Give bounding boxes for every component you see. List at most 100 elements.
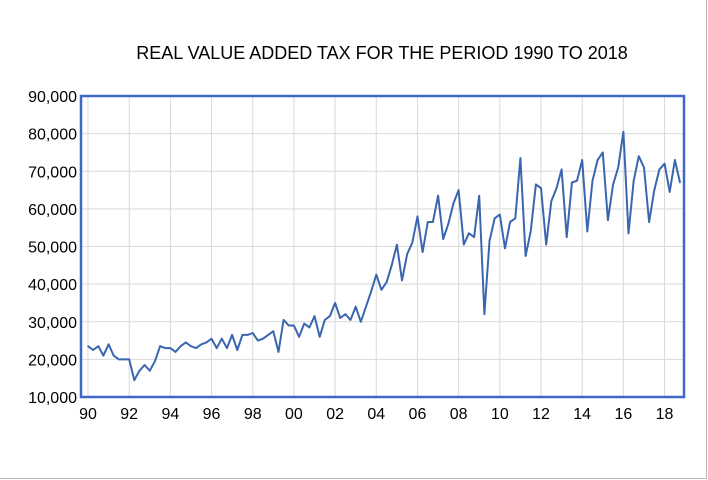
x-tick-label: 18 bbox=[656, 406, 674, 423]
data-point bbox=[262, 337, 264, 340]
data-point bbox=[483, 313, 486, 316]
x-tick-label: 96 bbox=[203, 406, 221, 423]
data-point bbox=[221, 337, 223, 340]
data-point bbox=[185, 341, 187, 344]
data-point bbox=[313, 315, 316, 317]
x-tick-label: 06 bbox=[409, 406, 427, 423]
data-point bbox=[550, 200, 553, 203]
data-point bbox=[195, 347, 197, 349]
data-point bbox=[169, 347, 172, 349]
data-point bbox=[581, 159, 583, 161]
data-point bbox=[293, 324, 295, 327]
gridlines bbox=[81, 96, 684, 397]
data-point bbox=[622, 130, 625, 133]
data-point bbox=[442, 238, 445, 240]
data-point bbox=[607, 219, 609, 221]
data-point bbox=[571, 181, 573, 184]
data-point bbox=[354, 305, 357, 308]
data-point bbox=[668, 191, 671, 193]
data-point bbox=[159, 345, 161, 348]
data-point bbox=[97, 345, 100, 348]
data-point bbox=[107, 343, 110, 346]
data-point bbox=[370, 290, 372, 293]
data-point bbox=[658, 168, 661, 171]
data-point bbox=[406, 253, 408, 255]
data-point bbox=[329, 315, 331, 317]
data-point bbox=[102, 354, 105, 357]
x-tick-label: 98 bbox=[244, 406, 262, 423]
y-tick-label: 50,000 bbox=[28, 240, 77, 257]
x-tick-label: 02 bbox=[326, 406, 344, 423]
data-point bbox=[118, 358, 120, 361]
data-point bbox=[200, 343, 203, 346]
data-point bbox=[462, 243, 465, 246]
data-point bbox=[282, 319, 285, 321]
data-point bbox=[555, 187, 558, 189]
data-point bbox=[190, 345, 192, 348]
data-point bbox=[112, 354, 115, 357]
x-tick-label: 94 bbox=[161, 406, 179, 423]
data-point bbox=[365, 305, 367, 308]
data-point bbox=[509, 221, 511, 223]
data-point bbox=[596, 159, 599, 161]
data-point bbox=[87, 345, 89, 348]
data-point bbox=[385, 281, 388, 284]
data-point bbox=[499, 213, 501, 216]
data-point bbox=[236, 349, 239, 351]
data-point bbox=[298, 336, 300, 338]
data-point bbox=[565, 236, 568, 238]
y-axis-ticks: 10,000 20,000 30,000 40,000 50,000 60,000 70,0… bbox=[28, 89, 77, 407]
data-point bbox=[205, 341, 208, 344]
data-point bbox=[519, 157, 522, 159]
data-point bbox=[601, 151, 604, 154]
data-point bbox=[380, 288, 383, 291]
data-point bbox=[123, 358, 125, 361]
x-tick-label: 14 bbox=[573, 406, 591, 423]
data-point bbox=[457, 189, 460, 191]
data-point bbox=[241, 334, 244, 336]
y-tick-label: 60,000 bbox=[28, 202, 77, 219]
data-point bbox=[128, 358, 130, 361]
data-point bbox=[215, 347, 218, 349]
data-point bbox=[612, 183, 614, 186]
data-point bbox=[648, 221, 650, 223]
data-point bbox=[535, 183, 537, 186]
data-point bbox=[308, 326, 311, 329]
data-point bbox=[267, 334, 269, 336]
series-line bbox=[87, 130, 681, 382]
data-point bbox=[179, 345, 182, 348]
x-tick-label: 16 bbox=[614, 406, 632, 423]
data-point bbox=[638, 155, 640, 157]
data-point bbox=[396, 243, 398, 246]
x-tick-label: 00 bbox=[285, 406, 303, 423]
x-tick-label: 10 bbox=[491, 406, 509, 423]
data-point bbox=[421, 251, 424, 253]
data-point bbox=[426, 221, 429, 223]
data-point bbox=[674, 159, 676, 161]
data-point bbox=[272, 330, 275, 332]
data-point bbox=[375, 273, 378, 276]
data-point bbox=[226, 347, 228, 349]
data-point bbox=[452, 202, 455, 205]
data-point bbox=[303, 322, 306, 325]
data-point bbox=[540, 187, 542, 189]
data-point bbox=[231, 334, 233, 336]
data-point bbox=[138, 369, 141, 372]
y-tick-label: 10,000 bbox=[28, 390, 77, 407]
data-point bbox=[591, 179, 594, 182]
data-point bbox=[617, 166, 620, 169]
data-point bbox=[663, 162, 666, 165]
data-point bbox=[679, 181, 681, 184]
plot-area-border bbox=[79, 94, 686, 399]
x-tick-label: 04 bbox=[367, 406, 385, 423]
x-axis-ticks: 90 92 94 96 98 00 02 04 06 08 10 12 14 16 18 bbox=[79, 406, 673, 423]
data-point bbox=[401, 279, 403, 282]
x-tick-label: 90 bbox=[79, 406, 97, 423]
data-point bbox=[143, 364, 146, 366]
data-point bbox=[257, 339, 259, 342]
data-point bbox=[576, 179, 578, 182]
data-point bbox=[468, 232, 470, 235]
x-tick-label: 08 bbox=[450, 406, 468, 423]
x-tick-label: 92 bbox=[120, 406, 138, 423]
